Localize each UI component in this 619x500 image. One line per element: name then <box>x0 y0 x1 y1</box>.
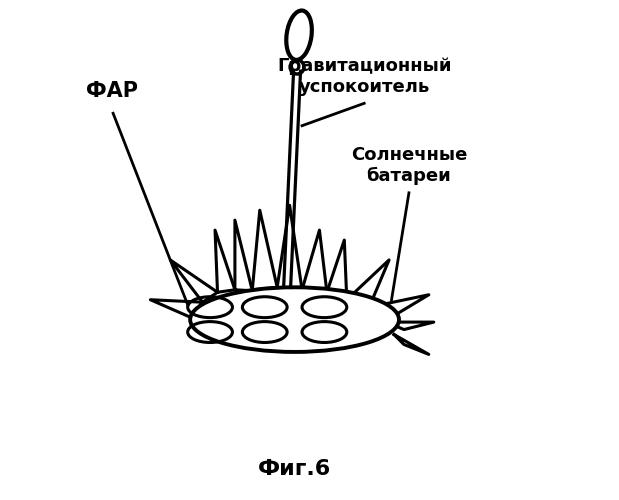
Text: Солнечные
батареи: Солнечные батареи <box>351 146 467 186</box>
Text: Фиг.6: Фиг.6 <box>258 459 331 479</box>
Text: Гравитационный
успокоитель: Гравитационный успокоитель <box>277 57 451 96</box>
Text: ФАР: ФАР <box>86 81 138 101</box>
Ellipse shape <box>190 288 399 352</box>
